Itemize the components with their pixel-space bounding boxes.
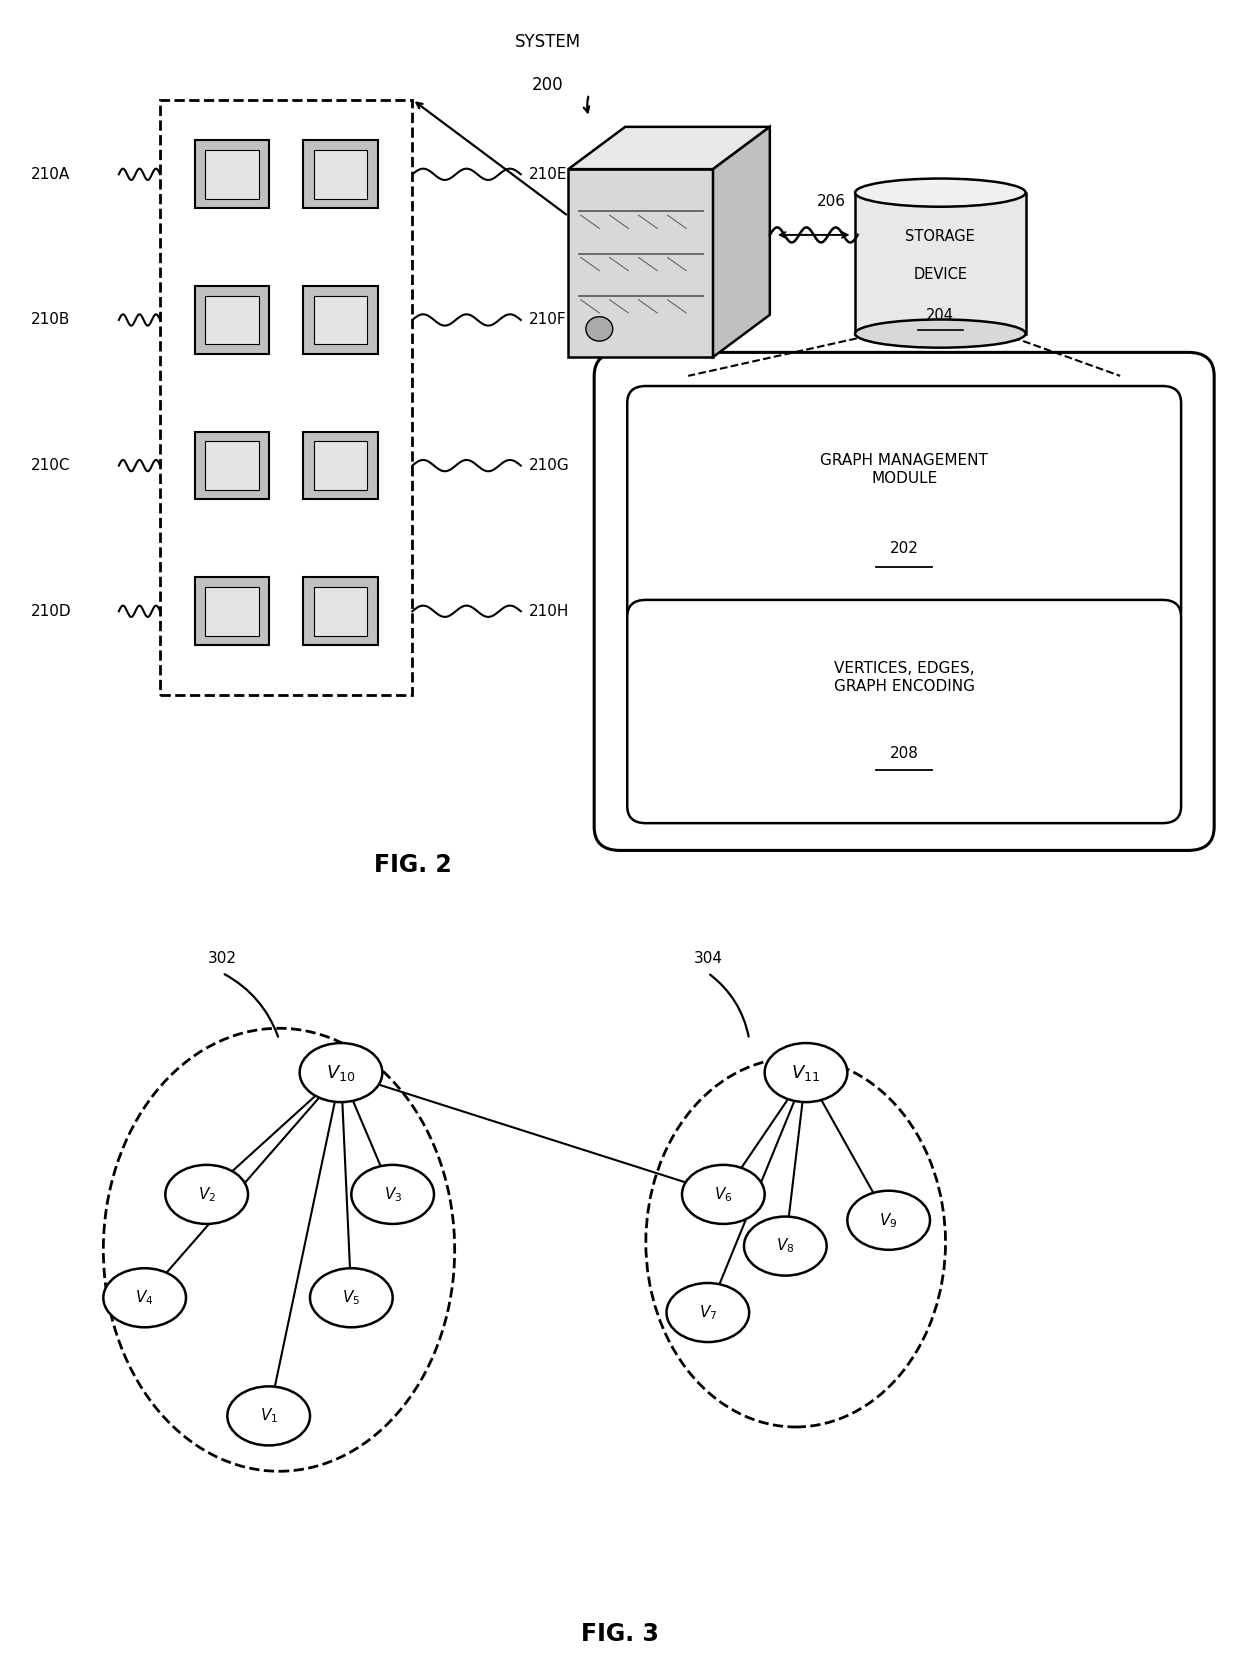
- Text: 202: 202: [890, 540, 919, 555]
- Circle shape: [847, 1191, 930, 1250]
- Text: 304: 304: [693, 950, 723, 965]
- Circle shape: [765, 1044, 847, 1102]
- Text: GRAPH MANAGEMENT
MODULE: GRAPH MANAGEMENT MODULE: [820, 453, 988, 485]
- Circle shape: [310, 1269, 393, 1327]
- Text: $V_{9}$: $V_{9}$: [879, 1212, 898, 1230]
- Bar: [856, 193, 1025, 334]
- FancyBboxPatch shape: [195, 141, 269, 208]
- Text: $V_{11}$: $V_{11}$: [791, 1062, 821, 1082]
- FancyBboxPatch shape: [304, 431, 378, 500]
- FancyBboxPatch shape: [195, 431, 269, 500]
- FancyBboxPatch shape: [205, 587, 259, 636]
- FancyBboxPatch shape: [205, 441, 259, 490]
- Circle shape: [165, 1165, 248, 1223]
- FancyBboxPatch shape: [627, 386, 1180, 628]
- FancyBboxPatch shape: [304, 577, 378, 644]
- Circle shape: [585, 317, 613, 341]
- Text: 210B: 210B: [31, 312, 71, 327]
- Text: STORAGE: STORAGE: [905, 230, 975, 245]
- Ellipse shape: [856, 178, 1025, 206]
- FancyBboxPatch shape: [195, 287, 269, 354]
- FancyBboxPatch shape: [304, 141, 378, 208]
- Text: $V_{4}$: $V_{4}$: [135, 1289, 154, 1307]
- Circle shape: [744, 1217, 827, 1275]
- Circle shape: [351, 1165, 434, 1223]
- Text: 302: 302: [207, 950, 237, 965]
- FancyBboxPatch shape: [205, 295, 259, 344]
- Text: $V_{3}$: $V_{3}$: [383, 1185, 402, 1203]
- Text: $V_{6}$: $V_{6}$: [714, 1185, 733, 1203]
- Text: 204: 204: [926, 309, 955, 324]
- Text: FIG. 3: FIG. 3: [582, 1621, 658, 1646]
- FancyBboxPatch shape: [594, 352, 1214, 851]
- Text: 210E: 210E: [529, 166, 568, 181]
- Text: SYSTEM: SYSTEM: [515, 34, 580, 52]
- FancyBboxPatch shape: [568, 169, 713, 357]
- FancyBboxPatch shape: [195, 577, 269, 644]
- FancyBboxPatch shape: [314, 587, 367, 636]
- FancyBboxPatch shape: [627, 601, 1180, 824]
- Text: 210A: 210A: [31, 166, 71, 181]
- Polygon shape: [568, 128, 770, 169]
- Text: 210G: 210G: [529, 458, 570, 473]
- Text: $V_{1}$: $V_{1}$: [259, 1406, 278, 1425]
- Ellipse shape: [856, 319, 1025, 347]
- FancyBboxPatch shape: [314, 149, 367, 198]
- Text: 208: 208: [890, 745, 919, 760]
- Text: FIG. 2: FIG. 2: [374, 852, 453, 876]
- Circle shape: [103, 1269, 186, 1327]
- FancyBboxPatch shape: [314, 441, 367, 490]
- Bar: [160, 99, 412, 695]
- Text: 210D: 210D: [31, 604, 72, 619]
- Text: VERTICES, EDGES,
GRAPH ENCODING: VERTICES, EDGES, GRAPH ENCODING: [833, 661, 975, 693]
- Text: $V_{5}$: $V_{5}$: [342, 1289, 361, 1307]
- Text: $V_{2}$: $V_{2}$: [197, 1185, 216, 1203]
- Polygon shape: [713, 128, 770, 357]
- Circle shape: [227, 1386, 310, 1445]
- FancyBboxPatch shape: [205, 149, 259, 198]
- Text: 210F: 210F: [529, 312, 567, 327]
- Text: DEVICE: DEVICE: [914, 267, 967, 282]
- Text: $V_{7}$: $V_{7}$: [698, 1304, 717, 1322]
- Text: 200: 200: [532, 76, 563, 94]
- Circle shape: [682, 1165, 765, 1223]
- Text: $V_{8}$: $V_{8}$: [776, 1237, 795, 1255]
- Text: 210H: 210H: [529, 604, 569, 619]
- Text: 210C: 210C: [31, 458, 71, 473]
- FancyBboxPatch shape: [304, 287, 378, 354]
- Text: 206: 206: [817, 193, 847, 208]
- Circle shape: [666, 1284, 749, 1342]
- FancyBboxPatch shape: [314, 295, 367, 344]
- Text: $V_{10}$: $V_{10}$: [326, 1062, 356, 1082]
- Circle shape: [300, 1044, 382, 1102]
